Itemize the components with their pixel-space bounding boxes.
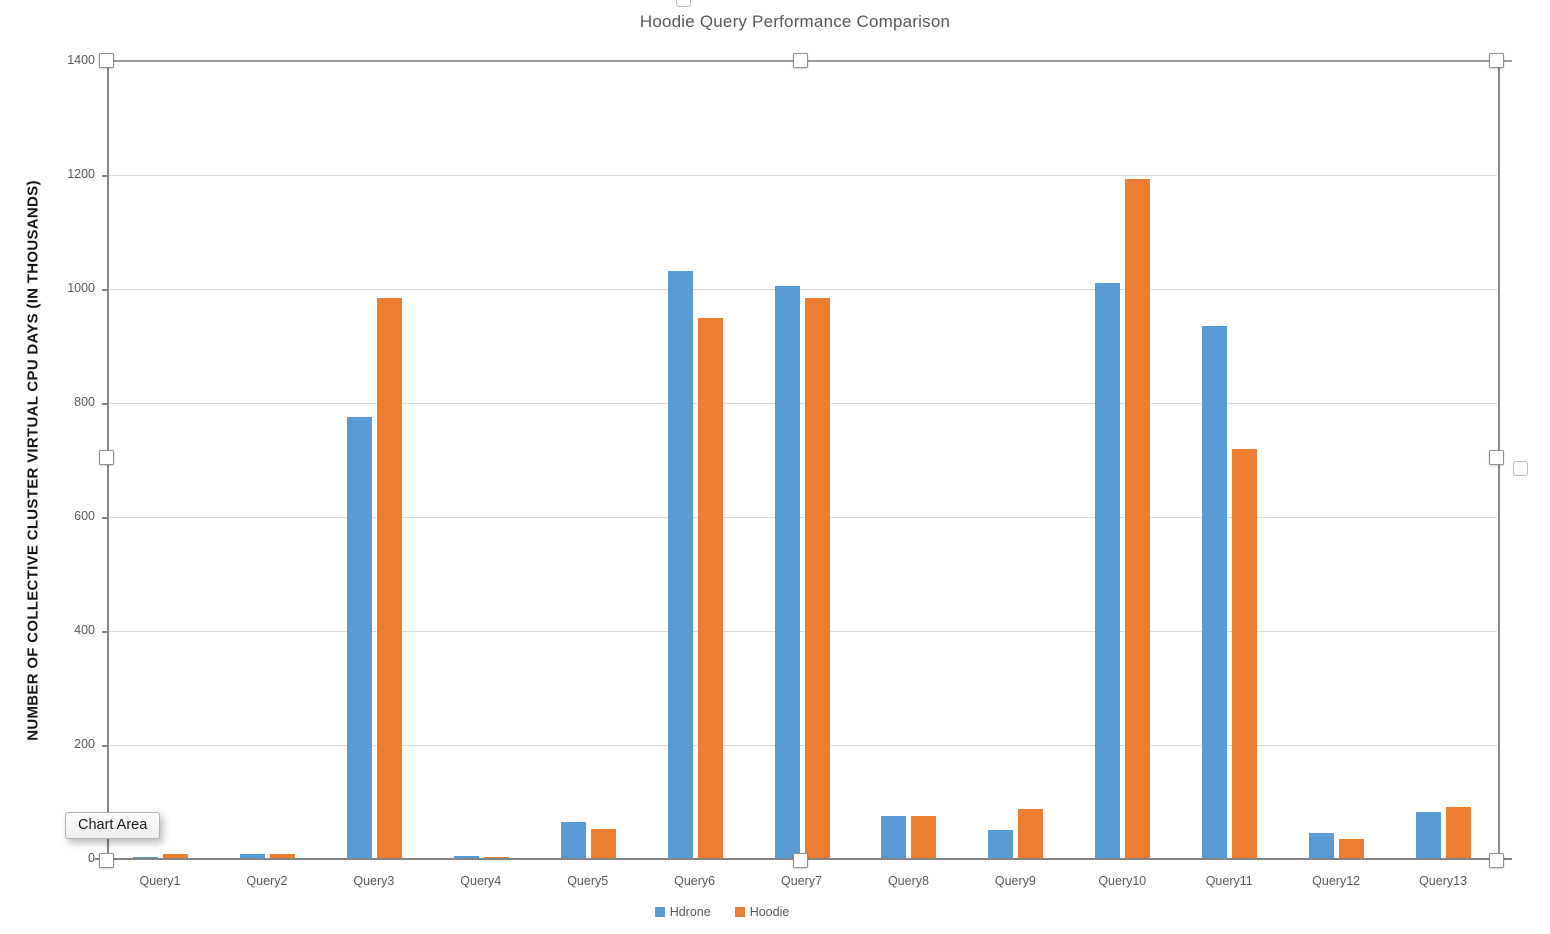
legend-item-hdrone[interactable]: Hdrone (654, 905, 711, 919)
y-tick-label[interactable]: 600 (74, 509, 95, 523)
plot-resize-handle[interactable] (793, 853, 808, 868)
y-tick-label[interactable]: 400 (74, 623, 95, 637)
y-tick-mark (102, 631, 107, 633)
legend-swatch-icon (734, 907, 745, 917)
y-tick-label[interactable]: 800 (74, 395, 95, 409)
x-tick-label-query11[interactable]: Query11 (1205, 874, 1253, 888)
legend-label: Hdrone (669, 905, 711, 919)
x-tick-label-query12[interactable]: Query12 (1312, 874, 1361, 888)
bar-hdrone-query12[interactable] (1309, 832, 1335, 859)
y-tick-mark (102, 175, 107, 177)
chart-area-resize-handle-top[interactable] (676, 0, 691, 7)
legend-item-hoodie[interactable]: Hoodie (734, 905, 790, 919)
plot-resize-handle[interactable] (1489, 53, 1504, 68)
bar-hdrone-query5[interactable] (560, 821, 586, 859)
gridline (107, 289, 1497, 290)
plot-area[interactable] (107, 61, 1497, 859)
bar-hoodie-query13[interactable] (1446, 807, 1472, 859)
plot-resize-handle[interactable] (793, 53, 808, 68)
bar-hdrone-query4[interactable] (453, 856, 479, 859)
bar-hdrone-query2[interactable] (239, 854, 265, 859)
plot-resize-handle[interactable] (1489, 450, 1504, 465)
y-tick-mark (102, 289, 107, 291)
bar-hdrone-query1[interactable] (132, 856, 158, 859)
bar-hdrone-query8[interactable] (881, 815, 907, 859)
bar-hdrone-query11[interactable] (1202, 326, 1228, 859)
gridline (107, 403, 1497, 404)
y-axis-title[interactable]: NUMBER OF COLLECTIVE CLUSTER VIRTUAL CPU… (24, 180, 42, 741)
bar-hoodie-query7[interactable] (804, 297, 830, 859)
bar-hdrone-query13[interactable] (1416, 811, 1442, 859)
x-tick-label-query13[interactable]: Query13 (1419, 874, 1468, 888)
legend-label: Hoodie (749, 905, 790, 919)
x-tick-label-query9[interactable]: Query9 (994, 874, 1036, 888)
y-tick-label[interactable]: 1200 (67, 167, 95, 181)
y-tick-label[interactable]: 0 (88, 851, 95, 865)
chart-legend[interactable]: Hdrone Hoodie (0, 905, 1444, 919)
x-tick-label-query3[interactable]: Query3 (353, 874, 395, 888)
bar-hdrone-query6[interactable] (667, 271, 693, 859)
y-tick-label[interactable]: 1000 (67, 281, 95, 295)
bar-hoodie-query1[interactable] (162, 853, 188, 859)
bar-hdrone-query7[interactable] (774, 285, 800, 859)
x-tick-label-query7[interactable]: Query7 (781, 874, 823, 888)
chart-title[interactable]: Hoodie Query Performance Comparison (639, 12, 951, 31)
x-tick-label-query2[interactable]: Query2 (246, 874, 288, 888)
bar-hoodie-query3[interactable] (376, 297, 402, 859)
x-tick-label-query10[interactable]: Query10 (1098, 874, 1147, 888)
y-tick-label[interactable]: 1400 (67, 53, 95, 67)
bar-hoodie-query12[interactable] (1339, 839, 1365, 859)
chart-area-resize-handle-right[interactable] (1513, 461, 1528, 476)
bar-hoodie-query9[interactable] (1018, 808, 1044, 859)
plot-resize-handle[interactable] (1489, 853, 1504, 868)
bar-hoodie-query11[interactable] (1232, 449, 1258, 859)
gridline (107, 745, 1497, 746)
x-tick-label-query1[interactable]: Query1 (139, 874, 181, 888)
legend-swatch-icon (654, 907, 665, 917)
x-tick-label-query4[interactable]: Query4 (460, 874, 502, 888)
chart-area-tooltip: Chart Area (65, 812, 161, 839)
gridline (107, 631, 1497, 632)
gridline (107, 517, 1497, 518)
bar-hoodie-query8[interactable] (911, 815, 937, 859)
bar-hdrone-query10[interactable] (1095, 283, 1121, 859)
gridline (107, 175, 1497, 176)
bar-hoodie-query4[interactable] (483, 856, 509, 859)
y-tick-label[interactable]: 200 (74, 737, 95, 751)
bar-hoodie-query2[interactable] (269, 854, 295, 859)
bar-hdrone-query3[interactable] (346, 417, 372, 859)
y-tick-mark (102, 745, 107, 747)
x-tick-label-query5[interactable]: Query5 (567, 874, 609, 888)
plot-resize-handle[interactable] (99, 450, 114, 465)
plot-resize-handle[interactable] (99, 53, 114, 68)
x-tick-label-query8[interactable]: Query8 (887, 874, 929, 888)
bar-hoodie-query6[interactable] (697, 317, 723, 859)
x-tick-label-query6[interactable]: Query6 (674, 874, 716, 888)
plot-resize-handle[interactable] (99, 853, 114, 868)
bar-hdrone-query9[interactable] (988, 829, 1014, 859)
bar-hoodie-query10[interactable] (1125, 178, 1151, 859)
y-tick-mark (102, 403, 107, 405)
bar-hoodie-query5[interactable] (590, 828, 616, 859)
y-tick-mark (102, 517, 107, 519)
